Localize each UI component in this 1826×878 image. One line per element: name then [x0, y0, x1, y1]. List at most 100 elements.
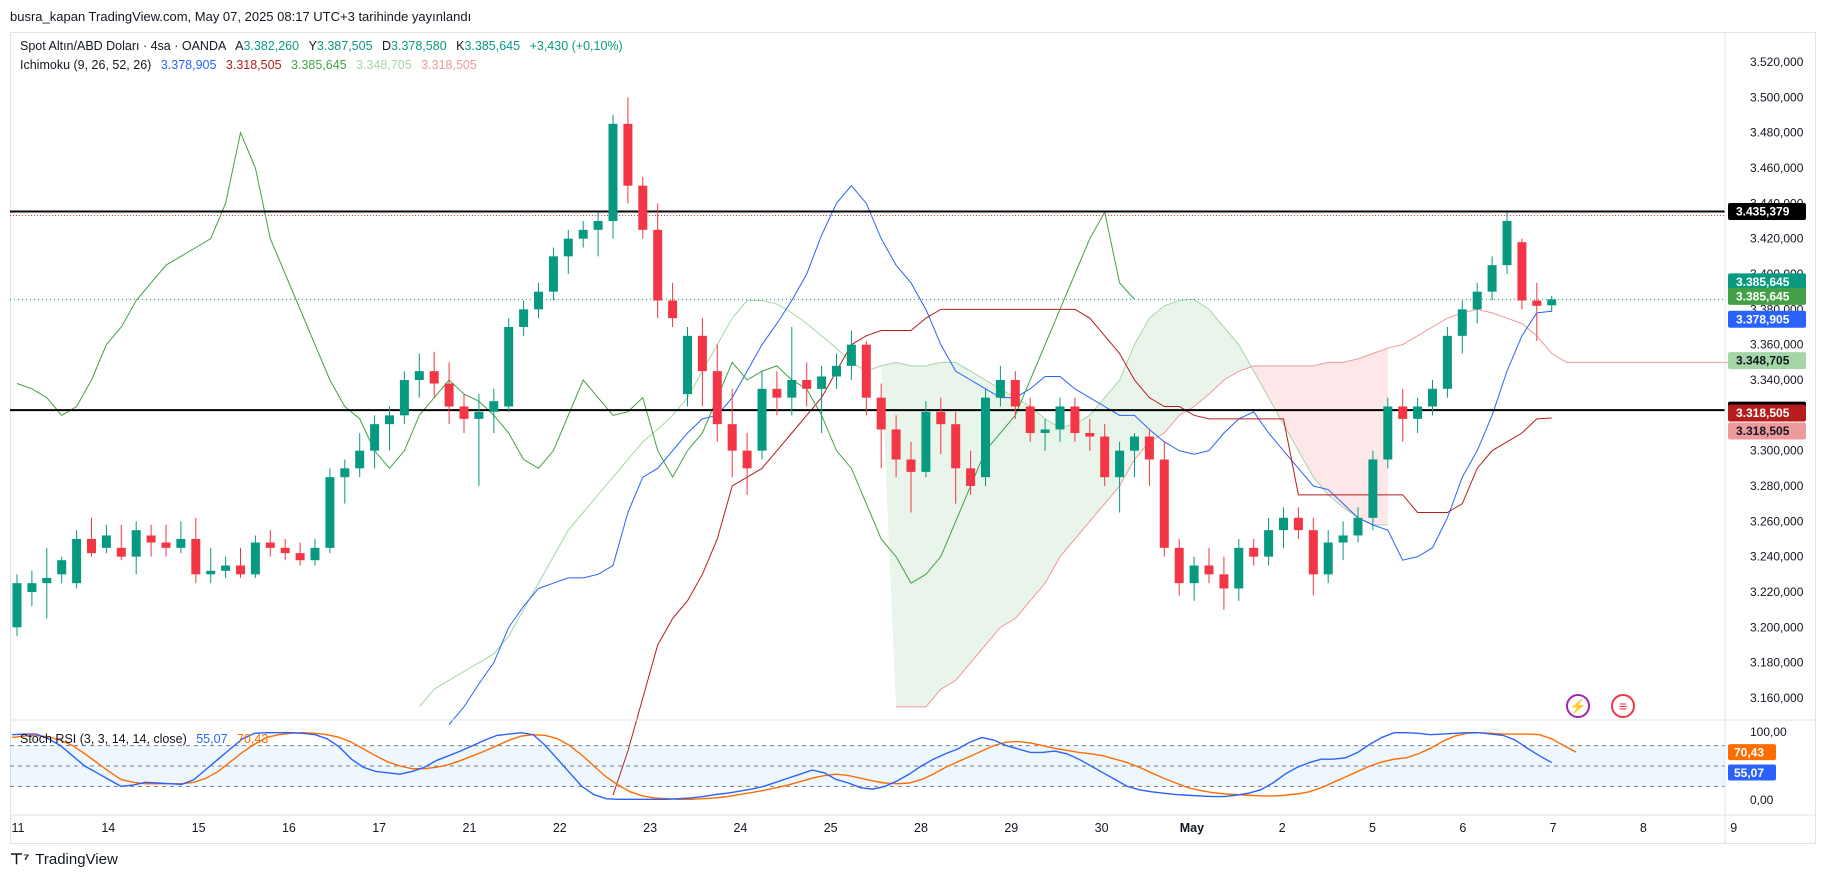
candle-body [578, 229, 588, 239]
candle-body [1502, 221, 1512, 266]
candle-body [1293, 517, 1303, 531]
ichimoku-legend[interactable]: Ichimoku (9, 26, 52, 26) 3.378,905 3.318… [20, 58, 477, 72]
ohlc-low-label: D [382, 39, 392, 53]
cloud-segment [1030, 406, 1046, 601]
symbol-title[interactable]: Spot Altın/ABD Doları · 4sa · OANDA [20, 39, 226, 53]
symbol-legend[interactable]: Spot Altın/ABD Doları · 4sa · OANDA A3.3… [20, 39, 623, 53]
candle-body [1428, 388, 1437, 407]
candle-body [861, 344, 871, 398]
candle-body [891, 429, 901, 460]
ohlc-close: 3.385,645 [464, 39, 521, 53]
price-tick-label: 3.500,000 [1750, 90, 1804, 104]
ohlc-high: 3.387,505 [316, 39, 373, 53]
horizontal-lines [10, 210, 1725, 412]
candle-body [250, 542, 260, 575]
candle-body [385, 415, 394, 425]
candle-body [817, 376, 827, 389]
time-tick-label: 14 [101, 821, 115, 835]
time-tick-label: 28 [914, 821, 928, 835]
time-tick-label: 2 [1279, 821, 1286, 835]
time-tick-label: 6 [1459, 821, 1466, 835]
candle-body [295, 553, 305, 561]
candle-body [399, 380, 409, 416]
cloud-segment [1149, 305, 1165, 442]
candle-body [1338, 535, 1348, 543]
lightning-icon[interactable]: ⚡ [1566, 694, 1590, 718]
candle-body [504, 327, 514, 407]
candlesticks [12, 97, 1557, 637]
candle-body [12, 583, 22, 628]
candle-body [1487, 265, 1497, 292]
cloud-segment [1164, 300, 1180, 433]
ichimoku-kijun-value: 3.318,505 [225, 58, 282, 72]
time-tick-label: 11 [12, 821, 25, 835]
ichimoku-lines [16, 131, 1731, 796]
cloud-segment [1223, 327, 1239, 380]
candle-body [221, 565, 231, 571]
candle-body [1249, 547, 1259, 557]
price-label-text: 3.348,705 [1736, 354, 1790, 368]
candle-body [668, 300, 678, 319]
candle-body [42, 577, 52, 584]
candle-body [832, 365, 841, 377]
candle-body [1055, 406, 1065, 430]
candle-body [1353, 517, 1363, 536]
stoch-legend[interactable]: Stoch RSI (3, 3, 14, 14, close) 55,07 70… [20, 732, 268, 746]
candle-body [1264, 530, 1274, 557]
candle-body [27, 583, 37, 592]
candle-body [772, 388, 782, 398]
price-tick-label: 3.200,000 [1750, 620, 1804, 634]
candle-body [325, 477, 335, 548]
price-label-text: 3.318,505 [1736, 406, 1790, 420]
price-tick-label: 3.260,000 [1750, 514, 1804, 528]
candle-body [474, 411, 484, 419]
candle-body [1234, 547, 1244, 589]
candle-body [206, 570, 216, 575]
cloud-segment [1045, 418, 1060, 584]
ichimoku-cloud [419, 299, 1388, 707]
price-tick-label: 3.180,000 [1750, 656, 1804, 670]
leading-span-a-line [418, 298, 1388, 708]
stoch-title[interactable]: Stoch RSI (3, 3, 14, 14, close) [20, 732, 187, 746]
publish-info: busra_kapan TradingView.com, May 07, 202… [10, 9, 472, 24]
candle-body [906, 459, 916, 472]
chart-frame[interactable] [10, 32, 1816, 844]
cloud-segment [1000, 388, 1016, 628]
candle-body [1204, 565, 1214, 575]
candle-body [236, 565, 245, 575]
candle-body [966, 468, 976, 486]
time-tick-label: 16 [282, 821, 296, 835]
candle-body [161, 542, 171, 548]
ichimoku-title[interactable]: Ichimoku (9, 26, 52, 26) [20, 58, 152, 72]
cloud-segment [1253, 365, 1269, 398]
candle-body [876, 397, 886, 430]
candle-body [280, 547, 290, 554]
candle-body [146, 535, 156, 543]
cloud-segment [1268, 365, 1284, 425]
candle-body [638, 185, 648, 230]
candle-body [1025, 406, 1035, 433]
candle-body [1219, 574, 1229, 589]
candle-body [1383, 406, 1393, 460]
candle-body [534, 291, 543, 310]
time-tick-label: 30 [1095, 821, 1109, 835]
price-label-text: 3.435,379 [1736, 204, 1790, 218]
stoch-label-box [1728, 744, 1776, 761]
price-tick-label: 3.340,000 [1750, 373, 1804, 387]
candle-body [1368, 459, 1378, 518]
price-label-text: 3.318,505 [1736, 424, 1790, 438]
price-axis: 3.520,0003.500,0003.480,0003.460,0003.44… [1724, 32, 1806, 844]
price-tick-label: 3.420,000 [1750, 232, 1804, 246]
candle-body [191, 539, 201, 575]
price-label-box [1728, 352, 1806, 370]
candle-body [995, 380, 1005, 398]
tradingview-footer: ⊤⁷ TradingView [10, 850, 118, 869]
time-tick-label: 17 [372, 821, 386, 835]
candle-body [653, 229, 663, 301]
stoch-tick-label: 0,00 [1750, 793, 1774, 807]
ichimoku-tenkan-value: 3.378,905 [160, 58, 217, 72]
candle-body [265, 542, 275, 548]
us-flag-icon[interactable]: ≡ [1611, 694, 1635, 718]
candle-body [1472, 291, 1482, 310]
